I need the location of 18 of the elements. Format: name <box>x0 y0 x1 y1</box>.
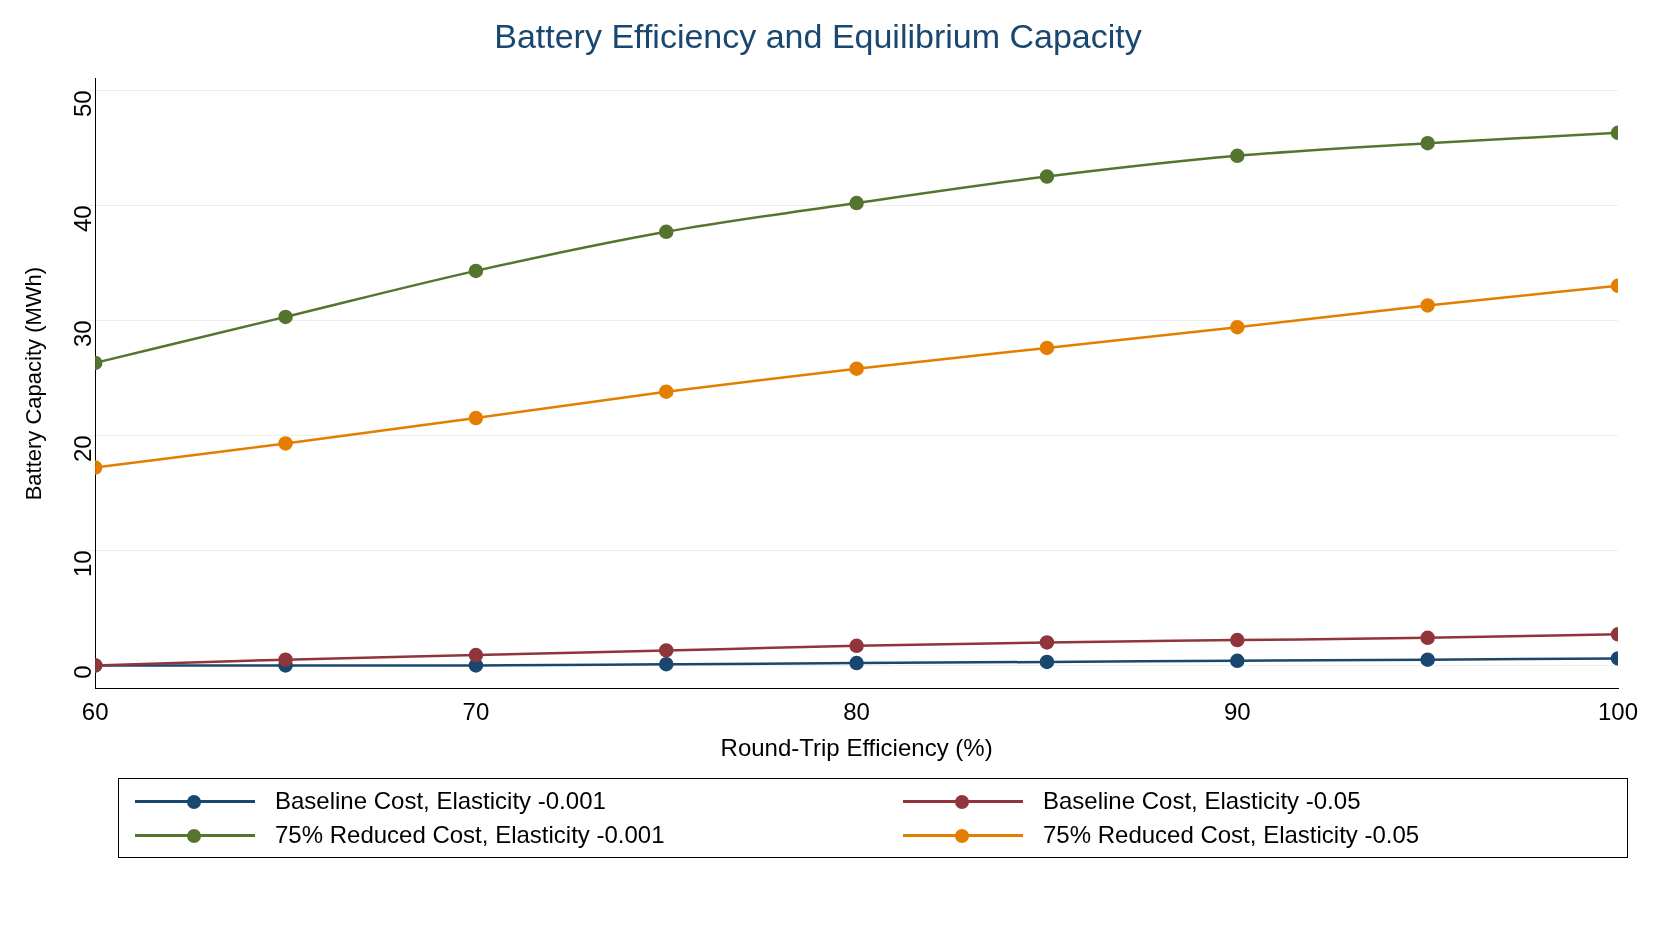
y-tick-label: 10 <box>68 550 96 578</box>
legend-label: Baseline Cost, Elasticity -0.05 <box>1043 787 1361 815</box>
legend-label: Baseline Cost, Elasticity -0.001 <box>275 787 606 815</box>
legend-label: 75% Reduced Cost, Elasticity -0.05 <box>1043 821 1420 849</box>
y-tick-label: 30 <box>68 320 96 348</box>
chart-title: Battery Efficiency and Equilibrium Capacity <box>494 16 1142 55</box>
y-tick-label: 0 <box>68 665 96 679</box>
x-tick-label: 90 <box>1223 698 1251 726</box>
y-tick-label: 20 <box>68 435 96 463</box>
x-tick-label: 100 <box>1597 698 1639 726</box>
legend-label: 75% Reduced Cost, Elasticity -0.001 <box>275 821 665 849</box>
y-tick-label: 50 <box>68 90 96 118</box>
y-axis-title: Battery Capacity (MWh) <box>21 266 47 501</box>
y-tick-label: 40 <box>68 205 96 233</box>
x-axis-title: Round-Trip Efficiency (%) <box>720 734 993 762</box>
x-tick-label: 70 <box>462 698 490 726</box>
x-tick-label: 60 <box>81 698 109 726</box>
x-tick-label: 80 <box>843 698 870 726</box>
